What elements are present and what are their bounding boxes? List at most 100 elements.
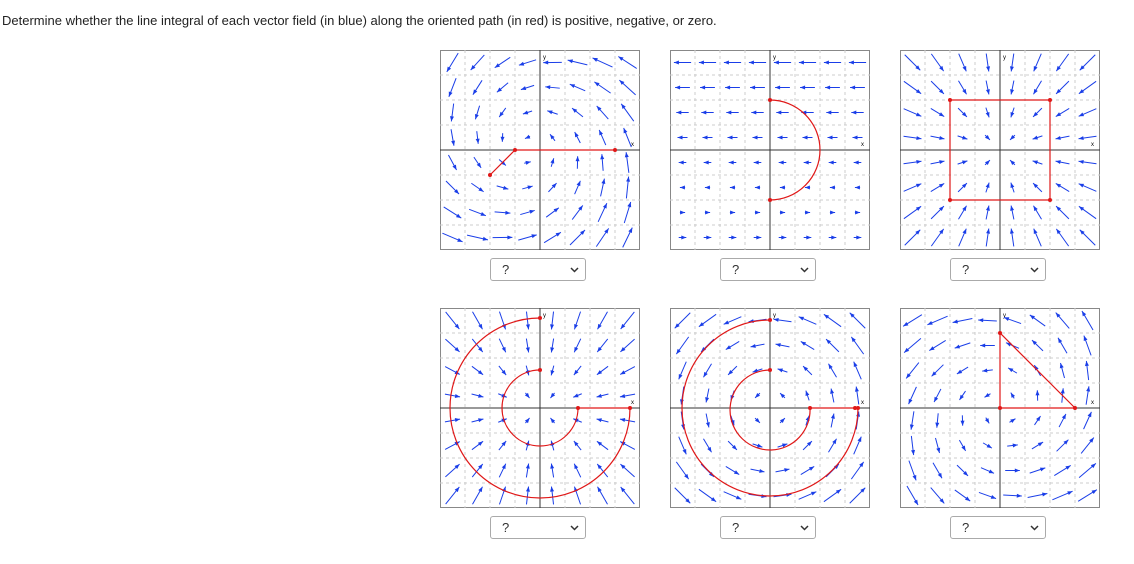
field-arrow-head: [773, 60, 779, 65]
field-arrow-head: [1067, 491, 1073, 496]
field-arrow-head: [909, 424, 914, 430]
field-arrow-head: [1078, 136, 1084, 141]
field-arrow-head: [494, 63, 501, 68]
field-arrow-head: [596, 105, 602, 111]
answer-dropdown[interactable]: ?: [950, 516, 1046, 539]
field-arrow-head: [915, 112, 922, 117]
answer-dropdown[interactable]: ?: [720, 258, 816, 281]
field-arrow-head: [574, 324, 578, 330]
field-arrow-head: [475, 138, 480, 144]
field-arrow-head: [757, 443, 763, 448]
field-arrow-head: [502, 185, 509, 190]
path-vertex: [768, 368, 772, 372]
field-arrow-head: [677, 135, 683, 140]
chevron: [1030, 525, 1039, 531]
chevron: [800, 525, 809, 531]
field-arrow-head: [1009, 66, 1014, 72]
field-arrow-head: [800, 85, 806, 90]
field-arrow-head: [1087, 411, 1092, 418]
field-arrow-head: [578, 205, 583, 211]
field-arrow-head: [1055, 183, 1062, 188]
dropdown-chevron: [570, 525, 579, 531]
field-arrow-head: [550, 417, 556, 424]
field-arrow-head: [496, 87, 502, 93]
field-arrow-head: [779, 418, 785, 424]
answer-dropdown[interactable]: ?: [950, 258, 1046, 281]
field-arrow-head: [1010, 160, 1016, 166]
field-arrow-head: [599, 129, 604, 136]
field-arrow-head: [956, 369, 963, 374]
chevron: [800, 267, 809, 273]
field-arrow-head: [723, 60, 729, 65]
field-arrow-head: [985, 205, 990, 211]
path-vertex: [948, 198, 952, 202]
field-arrow-head: [775, 343, 781, 348]
path-vertex: [538, 368, 542, 372]
field-arrow-head: [455, 213, 462, 219]
field-arrow-head: [1003, 317, 1010, 321]
field-arrow-head: [574, 132, 579, 138]
field-arrow-head: [823, 60, 829, 65]
field-arrow-head: [806, 235, 812, 240]
field-arrow-head: [674, 323, 680, 329]
field-arrow-head: [1090, 463, 1096, 469]
field-arrow-head: [1078, 159, 1084, 164]
field-arrow-head: [931, 371, 937, 377]
field-arrow-head: [959, 394, 964, 400]
field-arrow-head: [978, 318, 984, 323]
field-arrow-head: [850, 85, 856, 90]
field-arrow-head: [729, 185, 735, 190]
field-arrow-head: [1079, 229, 1085, 235]
field-arrow-head: [679, 185, 685, 190]
field-arrow-head: [733, 470, 740, 475]
field-arrow-head: [518, 61, 525, 66]
field-arrow-head: [1033, 228, 1038, 235]
field-arrow-head: [701, 110, 707, 115]
chevron: [570, 267, 579, 273]
dropdown-value: ?: [732, 262, 740, 277]
field-arrow-head: [529, 209, 535, 214]
field-arrow-head: [980, 343, 986, 348]
answer-dropdown[interactable]: ?: [490, 516, 586, 539]
field-arrow-head: [454, 323, 460, 330]
answer-dropdown[interactable]: ?: [490, 258, 586, 281]
field-arrow-head: [522, 110, 529, 115]
field-arrow-head: [596, 370, 603, 375]
field-arrow-head: [545, 85, 551, 90]
field-arrow-head: [1010, 89, 1015, 95]
field-arrow-head: [531, 234, 537, 239]
field-arrow-head: [828, 363, 833, 370]
field-arrow-head: [777, 135, 783, 140]
answer-dropdown[interactable]: ?: [720, 516, 816, 539]
field-arrow-head: [597, 486, 602, 493]
dropdown-value: ?: [962, 520, 970, 535]
field-arrow-head: [939, 65, 944, 72]
field-arrow-head: [810, 491, 817, 496]
path-vertex: [808, 406, 812, 410]
field-arrow-head: [911, 449, 916, 456]
field-arrow-head: [808, 466, 815, 471]
field-arrow-head: [1086, 386, 1091, 392]
chevron: [1030, 267, 1039, 273]
field-arrow-head: [627, 201, 632, 208]
path-vertex: [576, 406, 580, 410]
field-arrow-head: [964, 496, 971, 502]
path-vertex: [488, 173, 492, 177]
field-arrow-head: [913, 499, 919, 506]
field-arrow-head: [1008, 367, 1014, 373]
field-arrow-head: [908, 398, 913, 405]
path-vertex: [856, 406, 860, 410]
field-arrow-head: [457, 238, 463, 242]
field-arrow-head: [620, 464, 626, 469]
field-arrow-head: [619, 394, 626, 398]
path-vertex: [853, 406, 857, 410]
field-arrow-head: [984, 160, 990, 166]
field-arrow-head: [505, 210, 511, 215]
field-arrow-head: [685, 498, 691, 504]
field-arrow-head: [597, 346, 602, 353]
field-arrow-head: [1078, 112, 1085, 117]
field-arrow-head: [1010, 134, 1016, 140]
field-arrow-head: [962, 65, 967, 72]
field-arrow-head: [1032, 160, 1038, 165]
